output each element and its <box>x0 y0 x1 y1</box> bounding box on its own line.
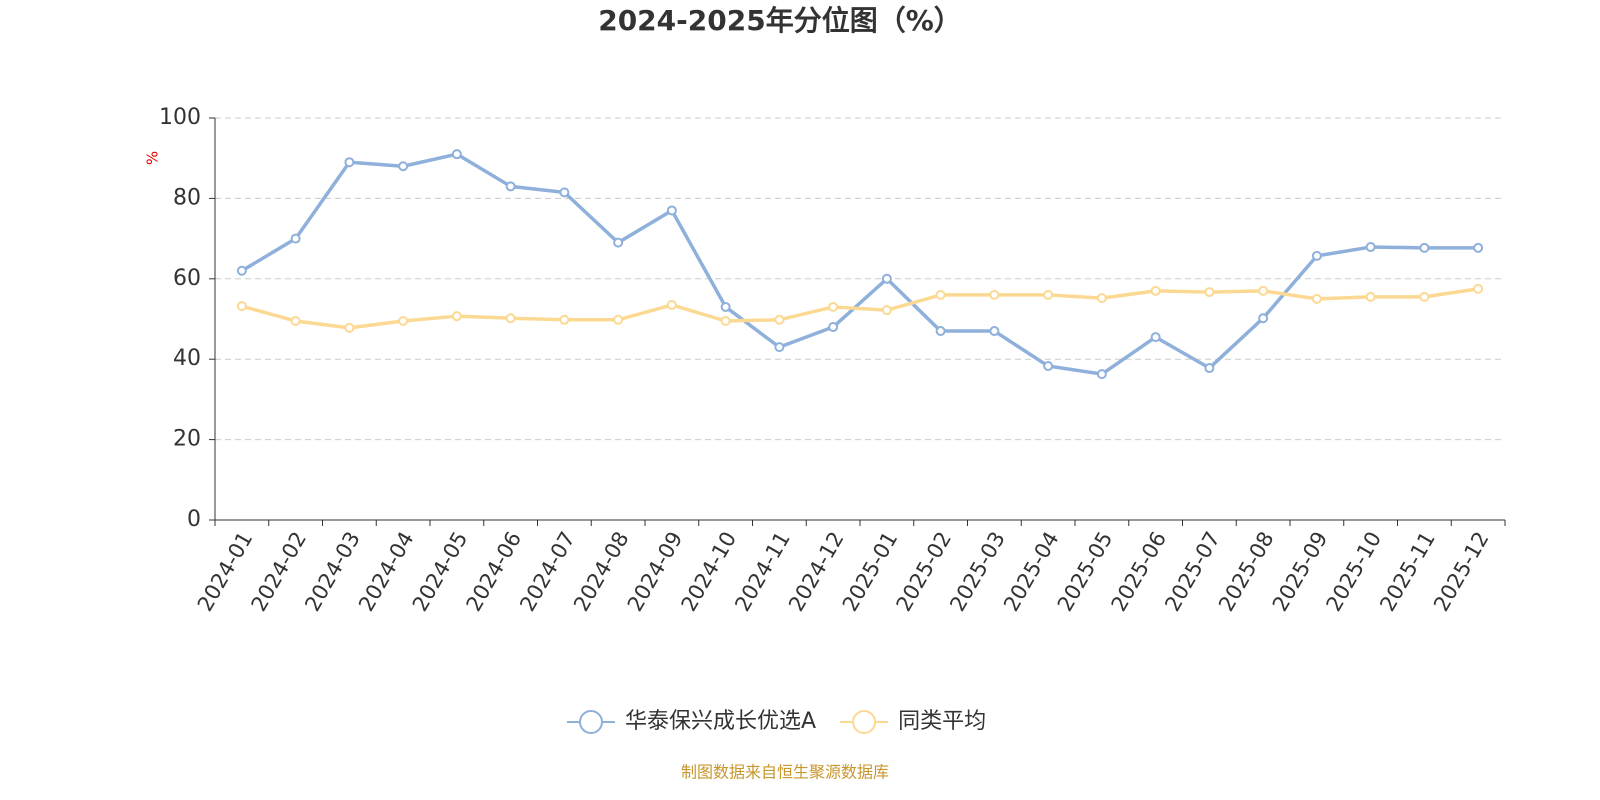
data-point <box>613 237 624 248</box>
series-line <box>240 152 1479 376</box>
data-point <box>398 161 409 172</box>
y-tick-label: 60 <box>173 266 201 291</box>
data-point <box>236 265 247 276</box>
data-point <box>1258 285 1269 296</box>
data-point <box>720 316 731 327</box>
data-point <box>1096 369 1107 380</box>
data-point <box>344 322 355 333</box>
data-point <box>505 181 516 192</box>
data-point <box>1365 242 1376 253</box>
data-point <box>1473 283 1484 294</box>
data-point <box>290 233 301 244</box>
source-note: 制图数据来自恒生聚源数据库 <box>681 763 889 782</box>
y-axis-label: % <box>144 151 162 165</box>
data-point <box>1365 291 1376 302</box>
data-point <box>451 311 462 322</box>
data-point <box>774 342 785 353</box>
data-point <box>828 322 839 333</box>
data-point <box>828 301 839 312</box>
data-point <box>881 305 892 316</box>
data-point <box>989 289 1000 300</box>
data-point <box>1258 313 1269 324</box>
data-point <box>774 314 785 325</box>
data-point <box>989 326 1000 337</box>
data-point <box>1204 363 1215 374</box>
data-point <box>1311 293 1322 304</box>
data-point <box>666 205 677 216</box>
data-point <box>1419 242 1430 253</box>
data-point <box>344 157 355 168</box>
data-point <box>666 299 677 310</box>
chart-title: 2024-2025年分位图（%） <box>598 4 962 37</box>
data-point <box>935 289 946 300</box>
data-point <box>1043 289 1054 300</box>
data-point <box>1311 250 1322 261</box>
data-point <box>1043 361 1054 372</box>
data-point <box>1150 285 1161 296</box>
legend-label: 华泰保兴成长优选A <box>625 709 816 734</box>
legend-marker <box>852 710 877 734</box>
data-point <box>559 187 570 198</box>
data-point <box>1204 287 1215 298</box>
y-tick-label: 0 <box>187 507 201 532</box>
data-point <box>451 149 462 160</box>
data-point <box>1096 293 1107 304</box>
series-line <box>241 287 1479 330</box>
data-point <box>935 326 946 337</box>
data-point <box>881 273 892 284</box>
data-point <box>1473 242 1484 253</box>
y-tick-label: 40 <box>173 346 201 371</box>
data-point <box>505 313 516 324</box>
legend-marker <box>579 710 603 734</box>
data-point <box>398 316 409 327</box>
y-tick-label: 20 <box>173 427 201 452</box>
data-point <box>720 301 731 312</box>
data-point <box>1419 291 1430 302</box>
data-point <box>559 314 570 325</box>
y-tick-label: 100 <box>159 105 201 130</box>
data-point <box>290 316 301 327</box>
data-point <box>613 314 624 325</box>
legend-label: 同类平均 <box>898 709 986 734</box>
data-point <box>236 301 247 312</box>
data-point <box>1150 332 1161 343</box>
y-tick-label: 80 <box>173 185 201 210</box>
